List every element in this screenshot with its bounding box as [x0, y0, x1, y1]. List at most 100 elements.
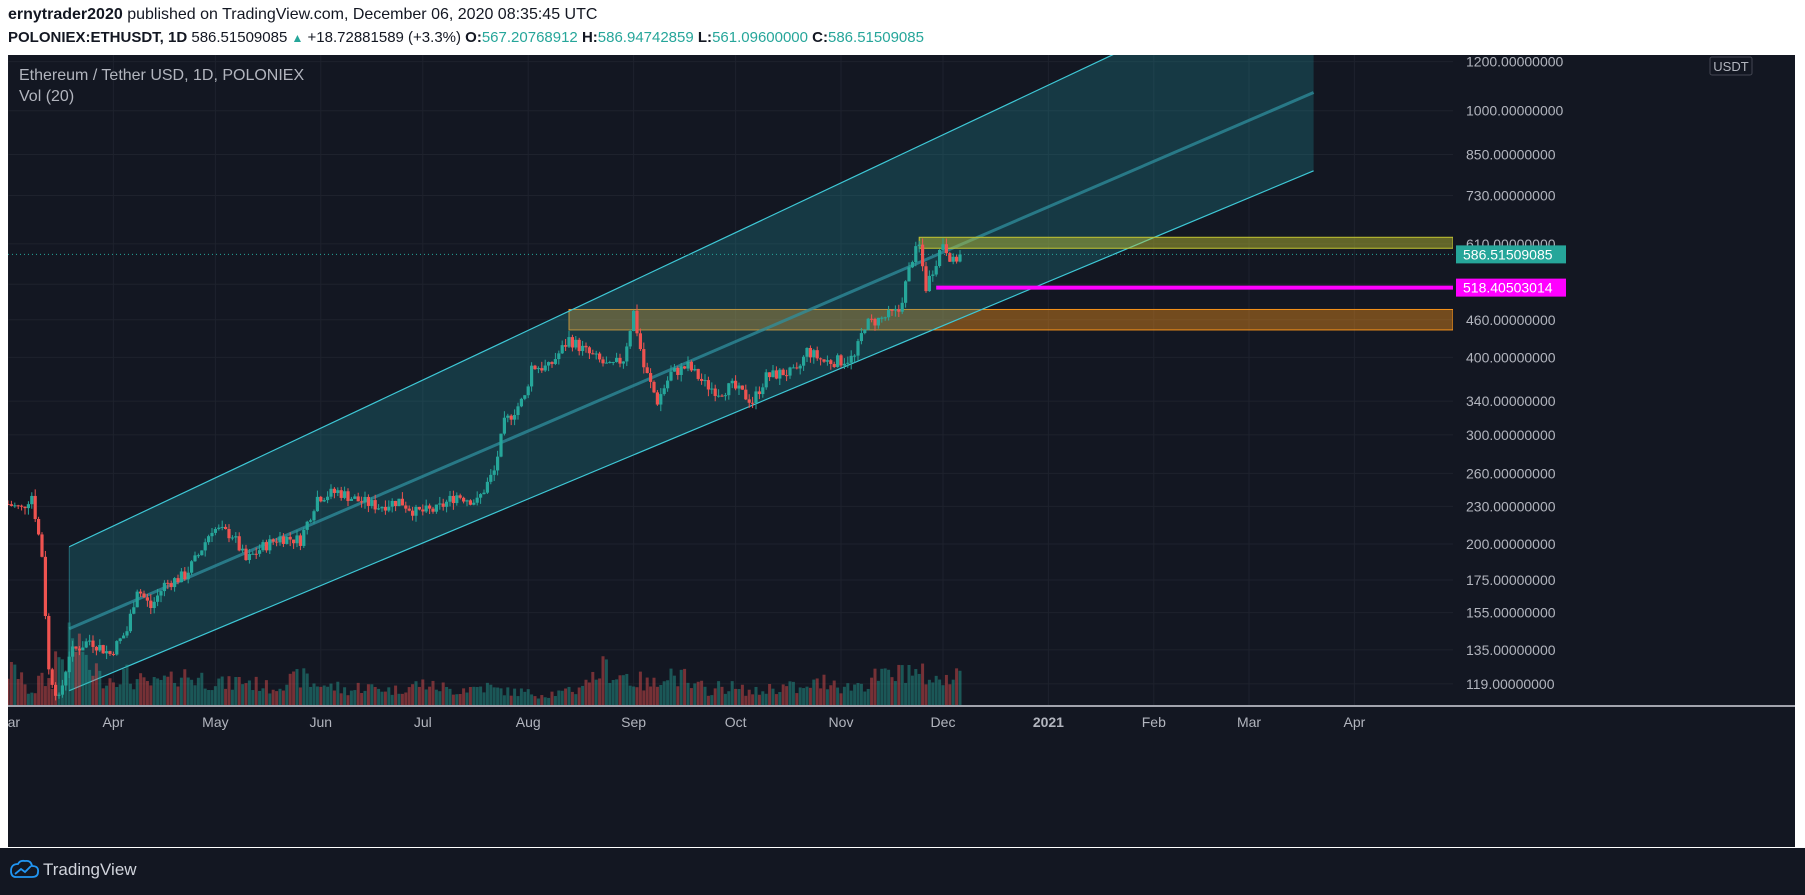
time-tick-label: Feb	[1142, 714, 1166, 730]
author-name[interactable]: ernytrader2020	[8, 6, 123, 23]
candle-body	[751, 402, 755, 404]
volume-bar	[645, 677, 649, 705]
candle-body	[591, 353, 595, 355]
candle-body	[689, 361, 693, 371]
candle-body	[145, 597, 149, 601]
volume-bar	[193, 685, 197, 705]
volume-bar	[16, 678, 20, 705]
candle-body	[462, 497, 466, 502]
volume-bar	[258, 690, 262, 705]
volume-bar	[567, 686, 571, 705]
price-chart[interactable]: 1200.00000000 1000.00000000 850.00000000 73…	[8, 55, 1795, 847]
high-label: H:	[581, 29, 598, 46]
candle-body	[230, 537, 234, 539]
candle-body	[560, 345, 564, 354]
volume-bar	[778, 692, 782, 705]
publish-text: published on TradingView.com, December 0…	[127, 6, 598, 23]
candle-body	[615, 357, 619, 362]
candle-body	[679, 366, 683, 375]
time-tick-label: Apr	[103, 714, 125, 730]
candle-body	[795, 367, 799, 369]
candle-body	[934, 266, 938, 275]
volume-bar	[152, 677, 156, 705]
volume-bar	[594, 679, 598, 705]
volume-bar	[870, 677, 874, 705]
volume-bar	[43, 686, 47, 705]
candle-body	[458, 495, 462, 498]
candle-body	[26, 504, 30, 509]
candle-body	[802, 356, 806, 366]
candle-body	[492, 470, 496, 475]
price-tick-label: 200.00000000	[1466, 536, 1556, 552]
tradingview-brand[interactable]: TradingView	[43, 860, 137, 879]
candle-body	[468, 500, 472, 505]
candle-body	[625, 346, 629, 362]
volume-bar	[159, 679, 163, 705]
candle-body	[390, 500, 394, 507]
volume-bar	[98, 670, 102, 705]
volume-bar	[455, 694, 459, 705]
volume-bar	[496, 687, 500, 705]
candle-body	[496, 456, 500, 471]
candle-body	[122, 635, 126, 639]
price-tick-label: 340.00000000	[1466, 393, 1556, 409]
candle-body	[598, 353, 602, 360]
candle-body	[428, 505, 432, 509]
tradingview-logo-icon[interactable]	[10, 859, 40, 879]
volume-bar	[492, 687, 496, 705]
volume-bar	[101, 688, 105, 705]
volume-bar	[587, 682, 591, 705]
volume-bar	[254, 676, 258, 705]
up-triangle-icon: ▲	[291, 31, 304, 45]
volume-bar	[720, 686, 724, 705]
candle-body	[832, 363, 836, 367]
volume-bar	[513, 688, 517, 705]
volume-bar	[737, 689, 741, 705]
volume-bar	[462, 688, 466, 705]
candle-body	[819, 358, 823, 360]
volume-bar	[808, 687, 812, 705]
candle-body	[434, 504, 438, 512]
open-value: 567.20768912	[481, 29, 578, 46]
volume-bar	[941, 685, 945, 705]
volume-bar	[958, 670, 962, 705]
candle-body	[621, 361, 625, 364]
volume-bar	[536, 698, 540, 705]
candle-body	[941, 244, 945, 250]
candle-body	[781, 369, 785, 376]
candle-body	[543, 365, 547, 371]
volume-bar	[8, 678, 10, 705]
volume-bar	[190, 679, 194, 705]
candle-body	[377, 508, 381, 510]
candle-body	[768, 372, 772, 378]
volume-bar	[125, 664, 129, 705]
candle-body	[652, 381, 656, 393]
candle-body	[363, 496, 367, 503]
candle-body	[40, 534, 44, 557]
candle-body	[873, 318, 877, 326]
resistance-zone	[918, 236, 1454, 249]
volume-bar	[547, 697, 551, 705]
volume-bar	[628, 685, 632, 705]
volume-bar	[727, 691, 731, 705]
volume-bar	[781, 684, 785, 705]
volume-bar	[373, 686, 377, 705]
price-tick-label: 850.00000000	[1466, 146, 1556, 162]
candle-body	[693, 368, 697, 371]
close-value: 586.51509085	[828, 29, 924, 46]
candle-body	[366, 496, 370, 506]
candle-body	[322, 500, 326, 502]
candle-body	[887, 310, 891, 318]
volume-bar	[207, 689, 211, 705]
volume-bar	[363, 690, 367, 705]
candle-body	[346, 491, 350, 501]
candle-body	[536, 368, 540, 370]
time-tick-label: Mar	[8, 714, 20, 730]
candle-body	[332, 488, 336, 493]
volume-bar	[234, 677, 238, 705]
candle-body	[50, 669, 54, 685]
candle-body	[339, 490, 343, 498]
volume-bar	[424, 689, 428, 705]
volume-bar	[13, 664, 17, 705]
volume-bar	[224, 688, 228, 705]
